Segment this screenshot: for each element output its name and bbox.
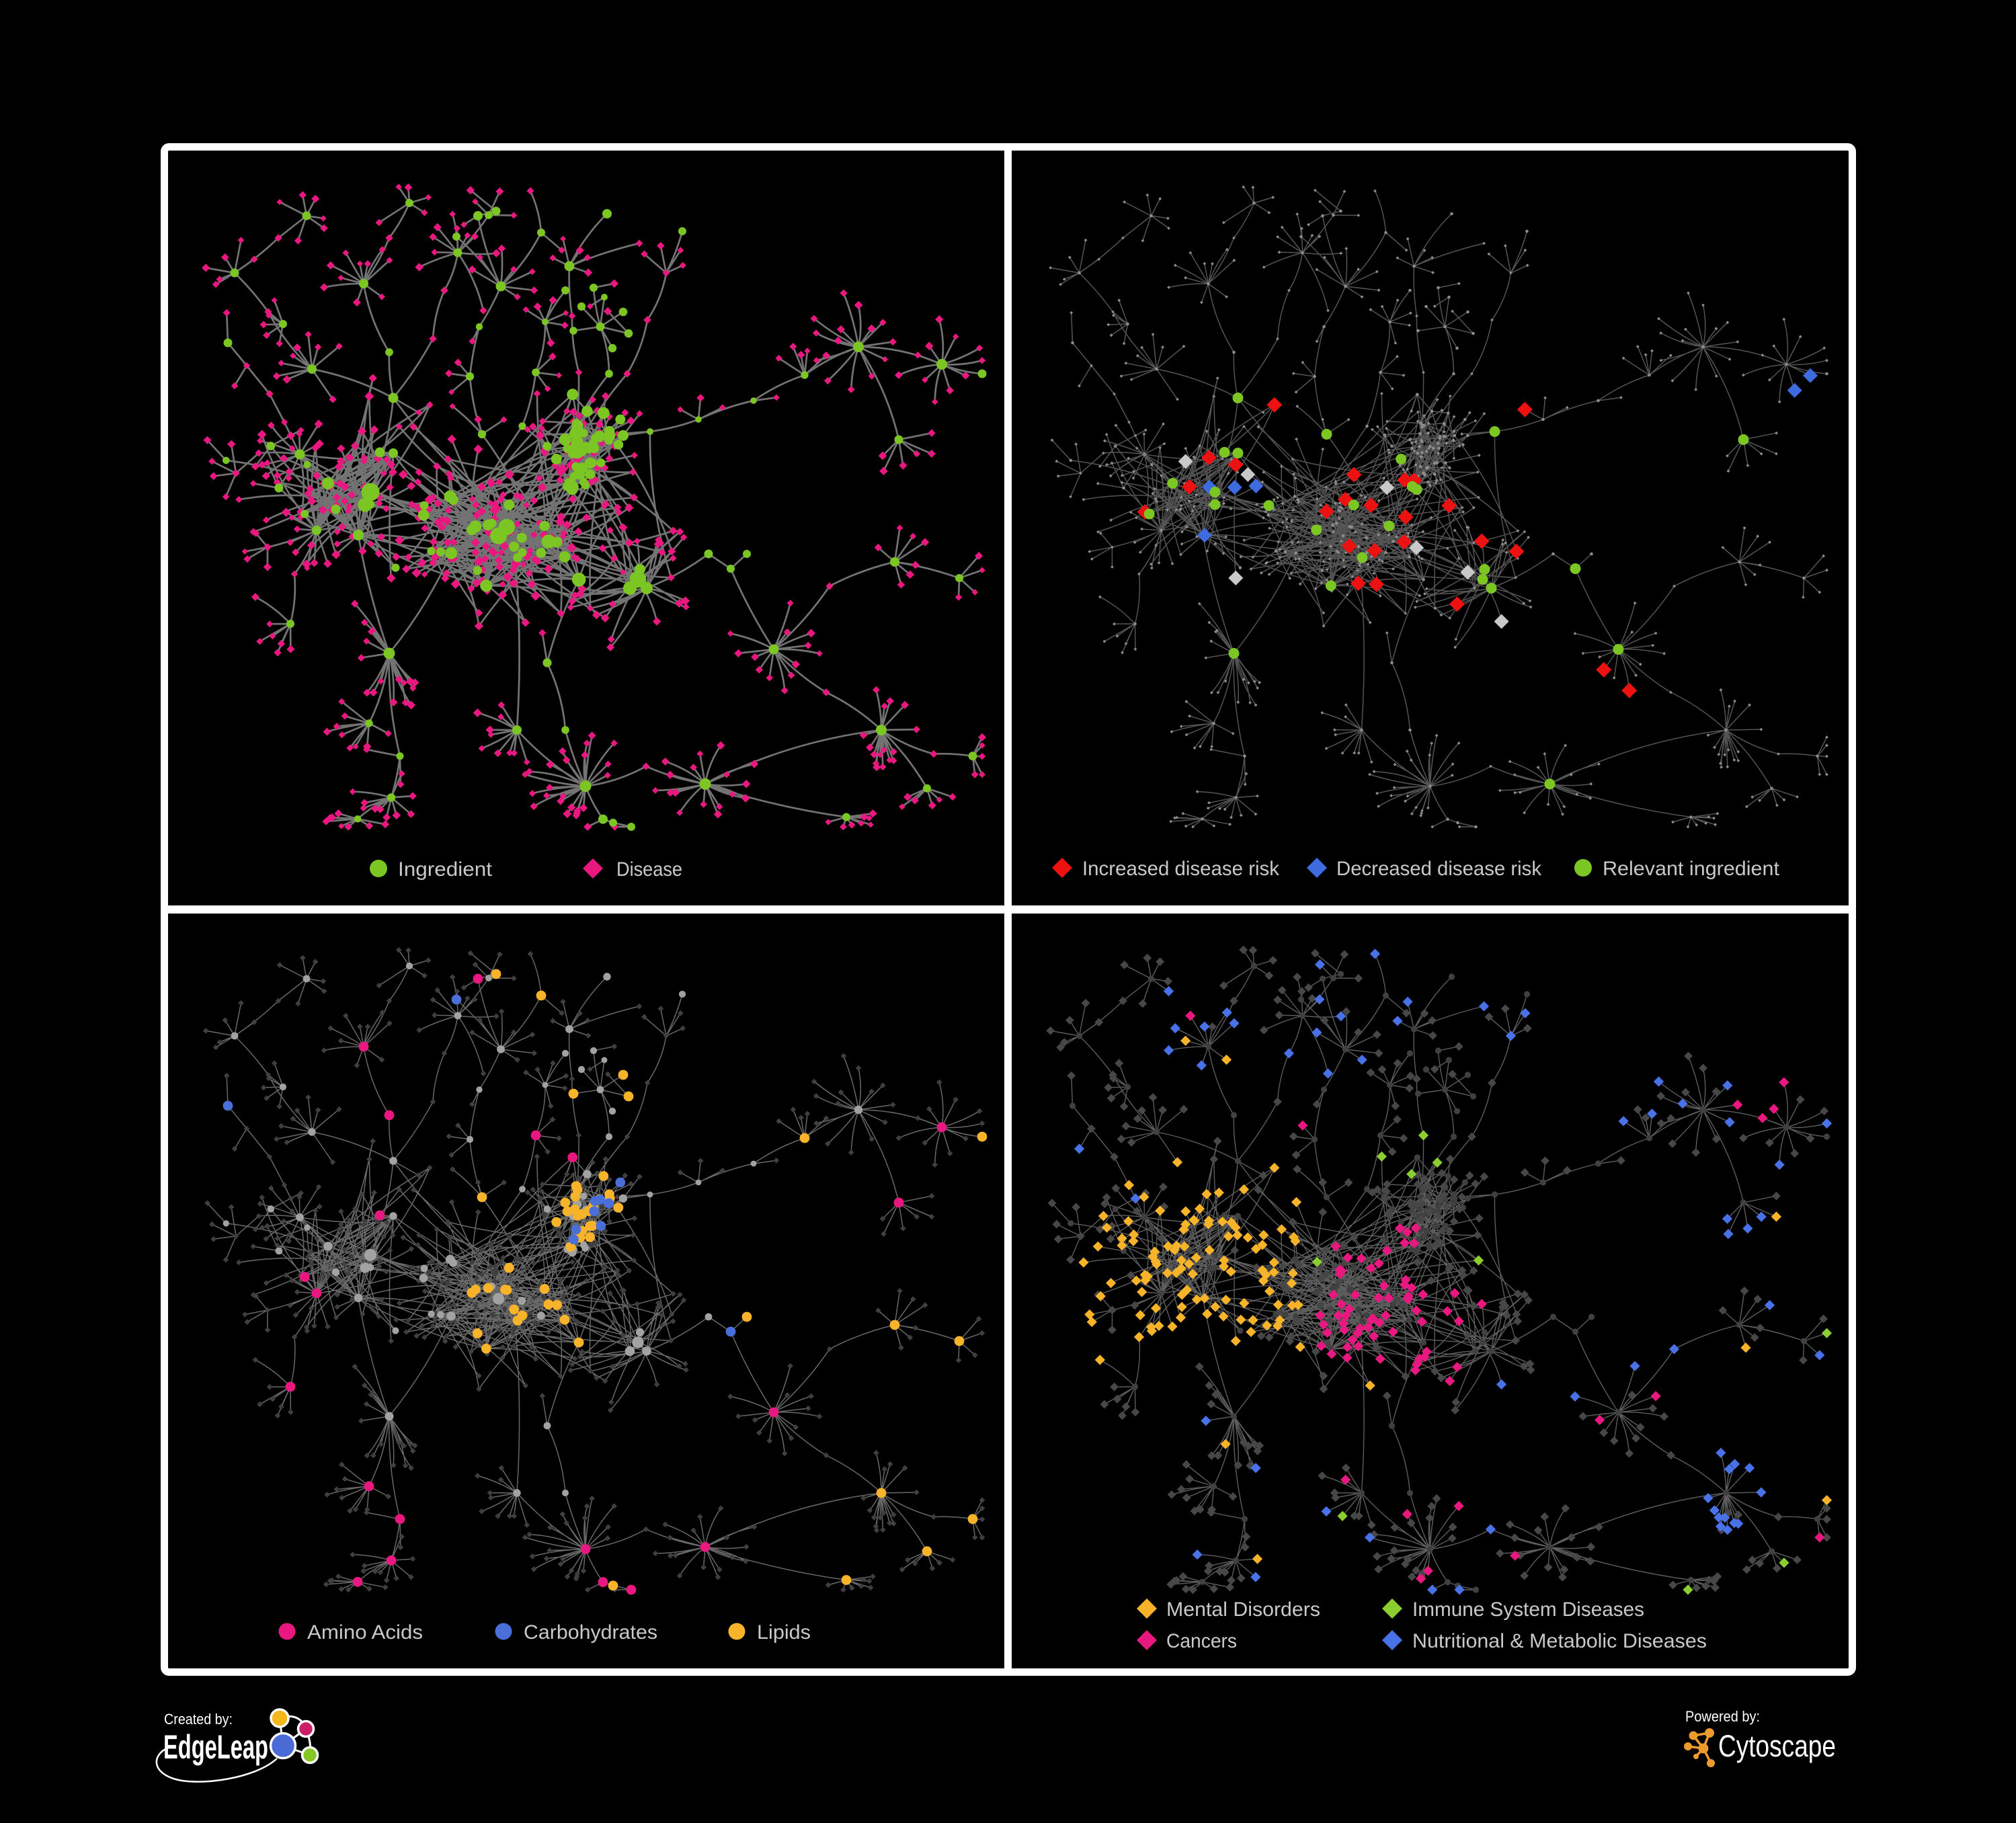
svg-text:Decreased disease risk: Decreased disease risk (1336, 858, 1542, 880)
svg-text:Cancers: Cancers (1166, 1630, 1237, 1652)
svg-text:Mental Disorders: Mental Disorders (1166, 1598, 1320, 1621)
svg-text:Disease: Disease (616, 858, 682, 881)
svg-text:Amino Acids: Amino Acids (307, 1621, 423, 1644)
svg-text:Relevant ingredient: Relevant ingredient (1603, 858, 1780, 880)
svg-text:Carbohydrates: Carbohydrates (524, 1621, 657, 1644)
svg-text:Powered by:: Powered by: (1685, 1708, 1760, 1725)
svg-text:Immune System Diseases: Immune System Diseases (1412, 1598, 1644, 1621)
svg-text:Ingredient: Ingredient (398, 858, 493, 881)
svg-text:Cytoscape: Cytoscape (1718, 1729, 1836, 1763)
svg-text:Lipids: Lipids (757, 1621, 811, 1644)
svg-text:Increased disease risk: Increased disease risk (1082, 858, 1280, 880)
svg-text:Nutritional & Metabolic Diseas: Nutritional & Metabolic Diseases (1412, 1630, 1707, 1652)
svg-text:EdgeLeap: EdgeLeap (163, 1728, 268, 1766)
svg-text:Created by:: Created by: (164, 1711, 233, 1728)
